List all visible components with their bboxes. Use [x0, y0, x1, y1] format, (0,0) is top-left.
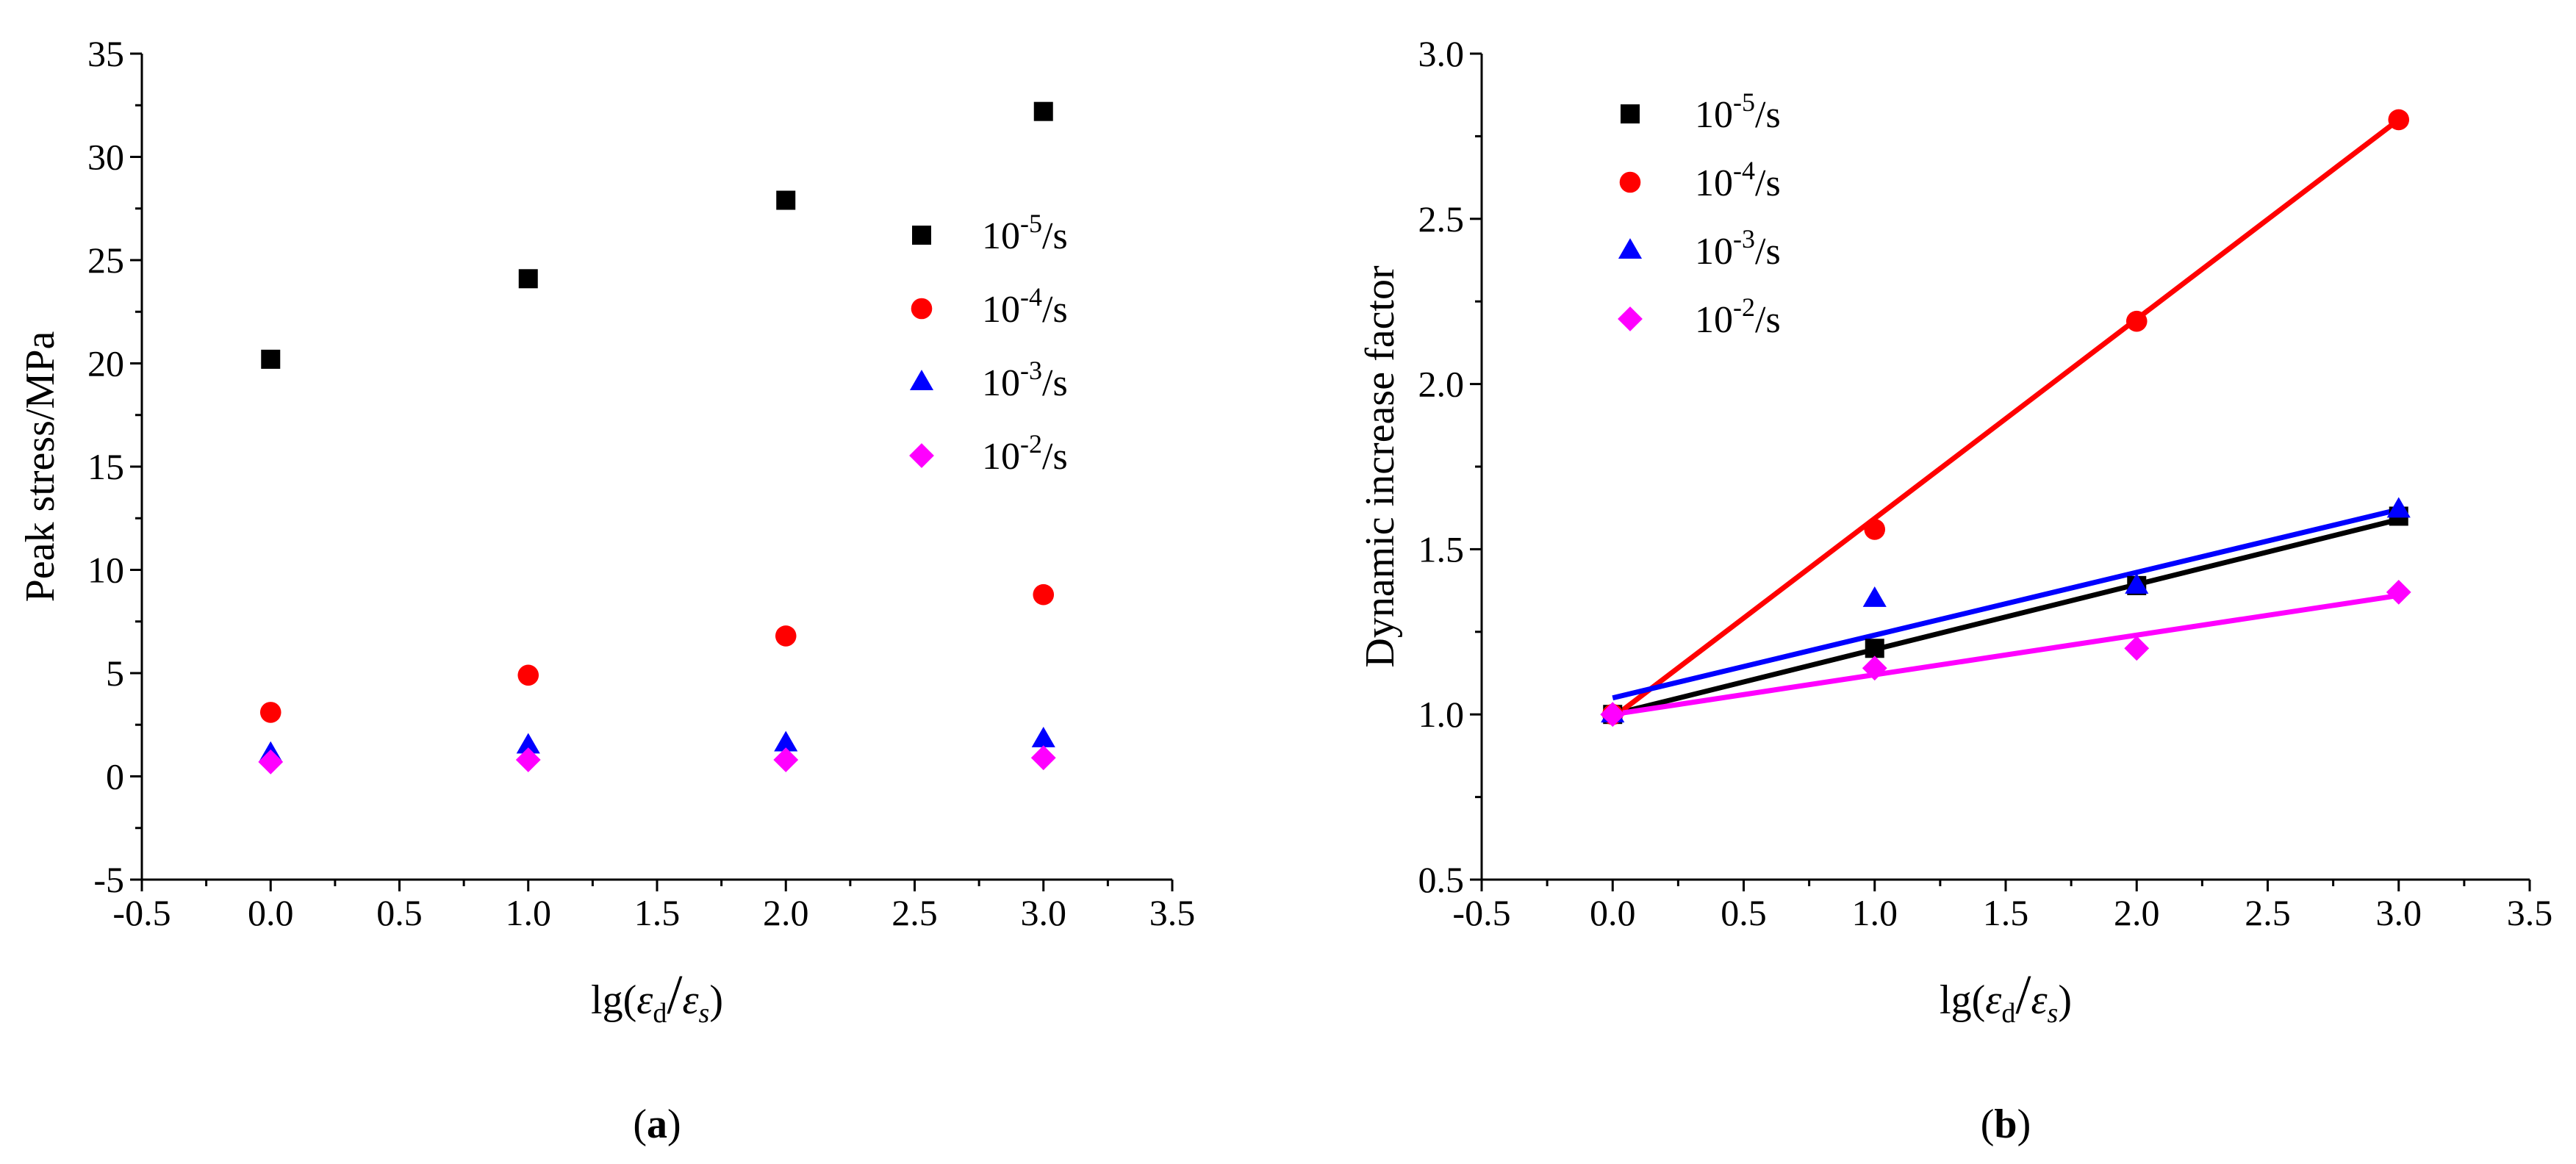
x-axis-title: lg(εd/εs)	[591, 964, 723, 1029]
data-point	[774, 730, 798, 752]
data-point	[2388, 109, 2410, 131]
x-tick-label: 3.0	[2376, 892, 2422, 933]
x-tick-label: 0.5	[1721, 892, 1767, 933]
x-tick-label: 2.5	[891, 892, 938, 933]
data-point	[1864, 519, 1886, 540]
legend-label: 10-4/s	[1695, 156, 1781, 204]
x-tick-label: 1.0	[506, 892, 552, 933]
y-tick-label: 1.5	[1418, 528, 1465, 570]
x-tick-label: 3.5	[1149, 892, 1196, 933]
data-point	[1030, 745, 1056, 771]
legend-marker	[1619, 171, 1641, 193]
data-point	[517, 664, 539, 686]
legend-marker	[911, 298, 933, 320]
fit-line-2	[1611, 118, 2400, 720]
x-tick-label: -0.5	[112, 892, 171, 933]
data-point	[261, 349, 281, 369]
data-point	[1031, 727, 1055, 747]
data-point	[516, 733, 540, 754]
panel-label: (b)	[1981, 1102, 2031, 1147]
legend-marker	[909, 370, 934, 390]
data-point	[518, 269, 538, 289]
data-point	[515, 747, 541, 772]
legend-label: 10-2/s	[982, 429, 1068, 478]
legend-label: 10-4/s	[982, 282, 1068, 331]
data-point	[1600, 702, 1626, 728]
y-axis-title: Peak stress/MPa	[18, 331, 63, 603]
x-tick-label: 0.5	[376, 892, 423, 933]
y-tick-label: 2.5	[1418, 198, 1465, 240]
y-tick-label: 5	[106, 653, 124, 694]
y-tick-label: 0	[106, 756, 124, 797]
chart-b: -0.5 0.0 0.5 1.0 1.5 2.0 2.5 3.0 3.5 0.5 1.0 1.5 2.0…	[1357, 33, 2552, 1147]
legend-label: 10-5/s	[1695, 87, 1781, 136]
y-tick-label: 15	[87, 446, 124, 487]
y-tick-label: 35	[87, 33, 124, 74]
data-point	[776, 190, 796, 210]
legend: 10-5/s 10-4/s 10-3/s 10-2/s	[1618, 87, 1781, 341]
data-point	[2125, 572, 2149, 594]
panel-label: (a)	[633, 1102, 681, 1147]
x-tick-label: -0.5	[1452, 892, 1510, 933]
data-point	[1865, 639, 1884, 658]
data-point	[1033, 101, 1053, 121]
fit-line-3	[1612, 507, 2400, 701]
data-point	[1033, 583, 1055, 606]
legend-label: 10-2/s	[1695, 292, 1781, 341]
legend-marker	[912, 226, 931, 245]
data-point	[2125, 310, 2148, 332]
legend: 10-5/s 10-4/s 10-3/s 10-2/s	[909, 209, 1068, 478]
y-tick-label: 3.0	[1418, 33, 1465, 74]
x-axis-title: lg(εd/εs)	[1940, 964, 2072, 1029]
data-point	[2386, 579, 2411, 605]
y-tick-label: 25	[87, 240, 124, 281]
legend-marker	[1618, 306, 1643, 331]
chart-a: -0.5 0.0 0.5 1.0 1.5 2.0 2.5 3.0 3.5 -5 0 5 10 15 20 25…	[18, 33, 1195, 1147]
y-tick-label: -5	[93, 859, 124, 900]
x-tick-label: 2.5	[2245, 892, 2291, 933]
data-point	[259, 702, 281, 723]
x-tick-label: 0.0	[248, 892, 294, 933]
x-tick-label: 1.0	[1852, 892, 1898, 933]
fit-line-4	[1612, 592, 2400, 717]
data-point	[2124, 636, 2150, 661]
legend-marker	[909, 443, 934, 468]
data-point	[773, 747, 799, 772]
data-point	[2386, 497, 2411, 518]
data-point	[258, 749, 284, 775]
data-point	[775, 625, 797, 647]
legend-label: 10-5/s	[982, 209, 1068, 257]
legend-label: 10-3/s	[1695, 224, 1781, 273]
y-tick-label: 10	[87, 550, 124, 591]
x-tick-label: 2.0	[2114, 892, 2160, 933]
x-tick-label: 3.5	[2507, 892, 2553, 933]
legend-marker	[1621, 104, 1640, 123]
x-tick-label: 3.0	[1021, 892, 1067, 933]
legend-label: 10-3/s	[982, 356, 1068, 404]
fit-line-1	[1612, 517, 2400, 717]
x-tick-label: 1.5	[634, 892, 681, 933]
x-tick-label: 1.5	[1983, 892, 2029, 933]
y-tick-label: 1.0	[1418, 694, 1465, 735]
y-tick-label: 2.0	[1418, 364, 1465, 405]
data-point	[1862, 586, 1887, 607]
x-tick-label: 0.0	[1590, 892, 1636, 933]
x-tick-label: 2.0	[763, 892, 809, 933]
y-tick-label: 20	[87, 343, 124, 384]
y-tick-label: 0.5	[1418, 859, 1465, 900]
legend-marker	[1618, 238, 1643, 259]
y-tick-label: 30	[87, 137, 124, 178]
y-axis-title: Dynamic increase factor	[1357, 265, 1403, 668]
data-point	[1862, 655, 1887, 681]
